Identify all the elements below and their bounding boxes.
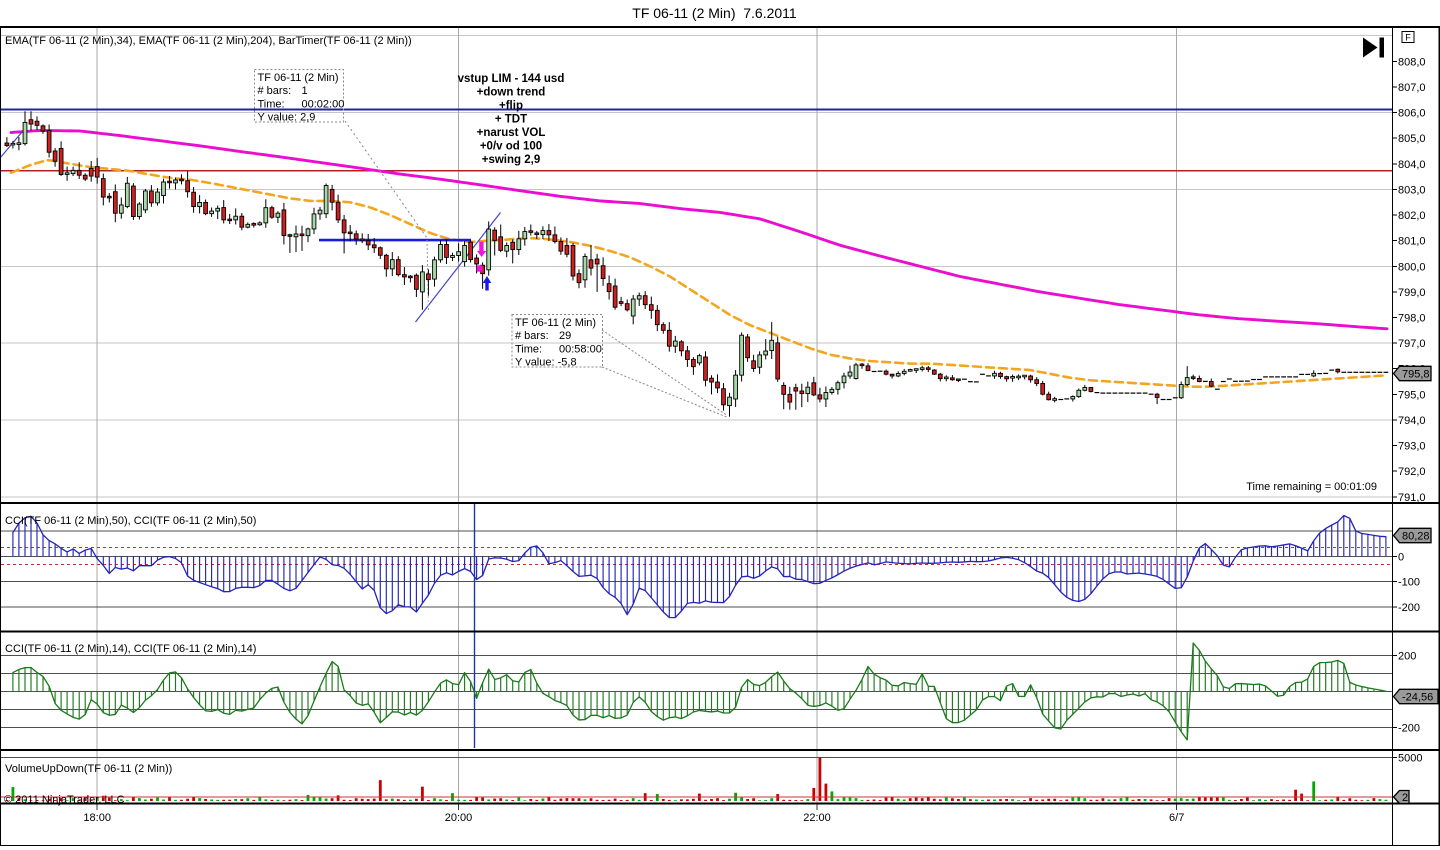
svg-text:TF 06-11 (2 Min): TF 06-11 (2 Min) xyxy=(515,317,596,329)
svg-text:793,0: 793,0 xyxy=(1398,441,1426,453)
svg-text:+swing 2,9: +swing 2,9 xyxy=(482,154,540,166)
svg-text:Time remaining = 00:01:09: Time remaining = 00:01:09 xyxy=(1246,481,1377,493)
svg-text:TF 06-11 (2 Min) 7.6.2011: TF 06-11 (2 Min) 7.6.2011 xyxy=(632,5,797,21)
svg-text:0: 0 xyxy=(1398,551,1404,563)
svg-text:Time:: Time: xyxy=(515,343,542,355)
svg-text:+down trend: +down trend xyxy=(477,87,546,99)
svg-text:794,0: 794,0 xyxy=(1398,415,1426,427)
svg-text:© 2011 NinjaTrader, LLC: © 2011 NinjaTrader, LLC xyxy=(4,794,125,806)
svg-text:6/7: 6/7 xyxy=(1169,812,1184,824)
svg-text:20:00: 20:00 xyxy=(445,812,473,824)
svg-text:-24,56: -24,56 xyxy=(1402,692,1433,704)
svg-text:805,0: 805,0 xyxy=(1398,133,1426,145)
svg-text:VolumeUpDown(TF 06-11 (2 Min)): VolumeUpDown(TF 06-11 (2 Min)) xyxy=(5,763,172,775)
svg-text:795,8: 795,8 xyxy=(1402,369,1430,381)
svg-text:806,0: 806,0 xyxy=(1398,108,1426,120)
svg-text:795,0: 795,0 xyxy=(1398,389,1426,401)
svg-text:803,0: 803,0 xyxy=(1398,184,1426,196)
svg-text:2: 2 xyxy=(1402,792,1408,804)
svg-text:799,0: 799,0 xyxy=(1398,287,1426,299)
svg-text:Y value: -5,8: Y value: -5,8 xyxy=(515,357,577,369)
svg-text:1: 1 xyxy=(302,85,308,97)
svg-text:+0/v od 100: +0/v od 100 xyxy=(480,141,542,153)
svg-text:vstup LIM - 144 usd: vstup LIM - 144 usd xyxy=(458,73,565,85)
svg-text:-200: -200 xyxy=(1398,722,1420,734)
svg-text:80,28: 80,28 xyxy=(1402,531,1430,543)
svg-text:# bars:: # bars: xyxy=(258,85,292,97)
svg-text:+ TDT: + TDT xyxy=(495,114,527,126)
svg-text:791,0: 791,0 xyxy=(1398,492,1426,504)
svg-text:F: F xyxy=(1405,33,1411,43)
svg-text:797,0: 797,0 xyxy=(1398,338,1426,350)
svg-text:+narust VOL: +narust VOL xyxy=(477,127,546,139)
svg-text:792,0: 792,0 xyxy=(1398,466,1426,478)
svg-text:5000: 5000 xyxy=(1398,753,1422,765)
svg-text:200: 200 xyxy=(1398,651,1416,663)
svg-text:Time:: Time: xyxy=(258,98,285,110)
svg-text:+flip: +flip xyxy=(499,100,523,112)
svg-text:CCI(TF 06-11 (2 Min),14), CCI(: CCI(TF 06-11 (2 Min),14), CCI(TF 06-11 (… xyxy=(5,643,256,655)
svg-text:807,0: 807,0 xyxy=(1398,82,1426,94)
svg-text:00:02:00: 00:02:00 xyxy=(302,98,345,110)
svg-text:EMA(TF 06-11 (2 Min),34), EMA(: EMA(TF 06-11 (2 Min),34), EMA(TF 06-11 (… xyxy=(5,35,412,47)
svg-text:798,0: 798,0 xyxy=(1398,313,1426,325)
svg-text:00:58:00: 00:58:00 xyxy=(559,343,602,355)
svg-text:804,0: 804,0 xyxy=(1398,159,1426,171)
svg-text:808,0: 808,0 xyxy=(1398,56,1426,68)
svg-text:802,0: 802,0 xyxy=(1398,210,1426,222)
svg-text:-100: -100 xyxy=(1398,577,1420,589)
svg-text:800,0: 800,0 xyxy=(1398,261,1426,273)
svg-text:801,0: 801,0 xyxy=(1398,236,1426,248)
svg-text:22:00: 22:00 xyxy=(803,812,831,824)
svg-text:# bars:: # bars: xyxy=(515,330,549,342)
svg-text:-200: -200 xyxy=(1398,602,1420,614)
svg-text:Y value: 2,9: Y value: 2,9 xyxy=(258,112,316,124)
svg-text:29: 29 xyxy=(559,330,571,342)
svg-text:18:00: 18:00 xyxy=(83,812,111,824)
svg-text:TF 06-11 (2 Min): TF 06-11 (2 Min) xyxy=(258,72,339,84)
svg-text:CCI(TF 06-11 (2 Min),50), CCI(: CCI(TF 06-11 (2 Min),50), CCI(TF 06-11 (… xyxy=(5,515,256,527)
